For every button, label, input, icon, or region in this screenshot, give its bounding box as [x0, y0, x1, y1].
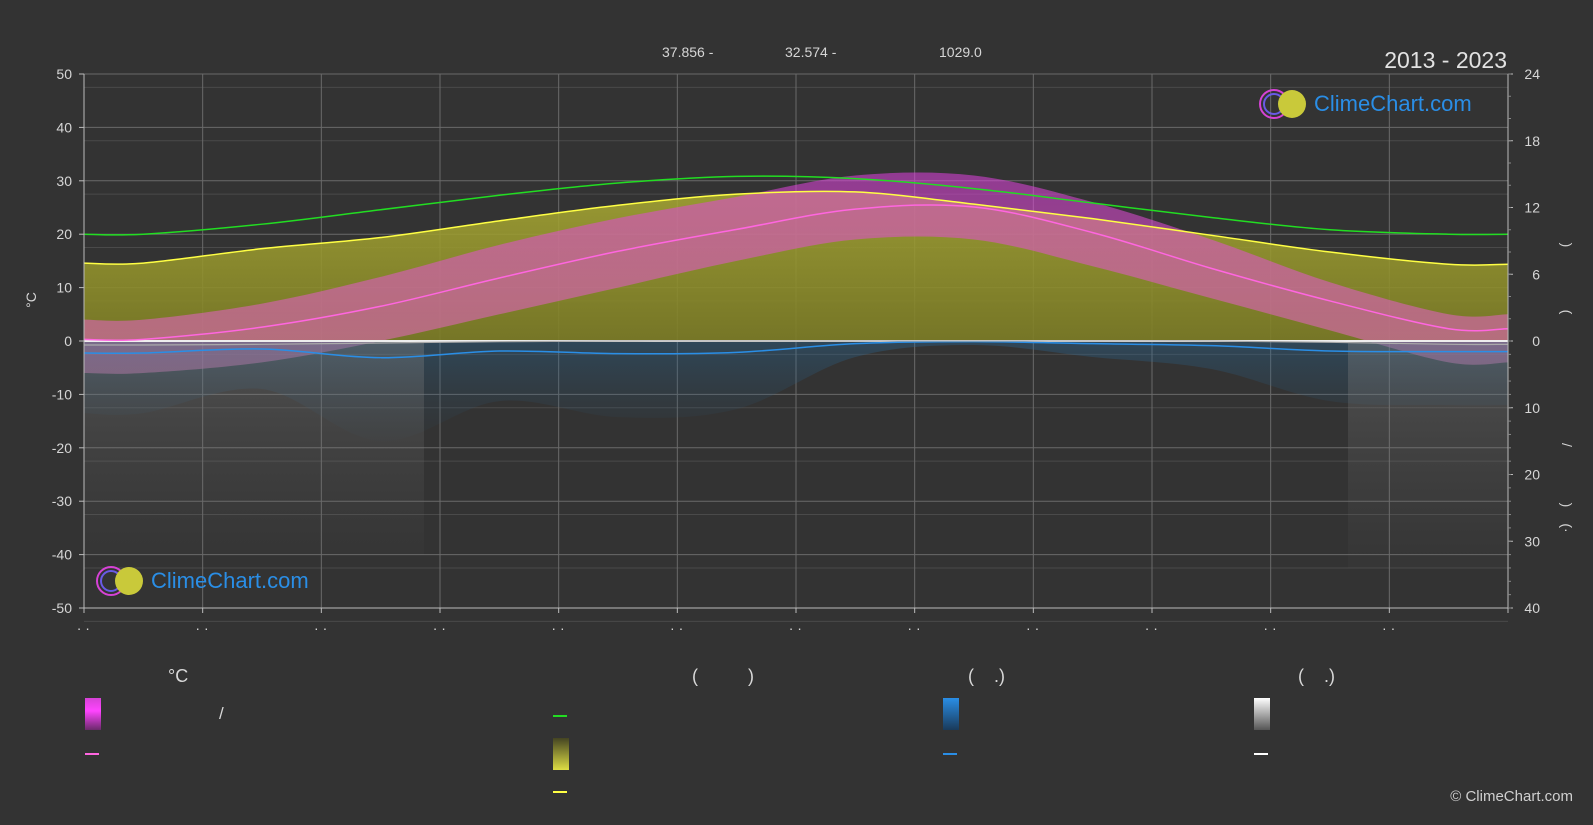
legend-temp-head: °C	[168, 666, 189, 686]
left-tick-label: -50	[52, 600, 72, 616]
month-label: · ·	[195, 620, 208, 636]
rain-fill	[84, 341, 1508, 442]
month-label: · ·	[1263, 620, 1276, 636]
left-tick-label: -10	[52, 386, 72, 402]
month-label: · ·	[907, 620, 920, 636]
legend-snow-head: ( .)	[1298, 666, 1335, 686]
sunshine-line	[84, 190, 1508, 266]
logo-text: ClimeChart.com	[151, 568, 309, 593]
left-tick-label: 50	[56, 66, 72, 82]
logo-icon	[96, 566, 143, 596]
month-label: · ·	[551, 620, 564, 636]
legend-sun-head: ( )	[692, 666, 754, 686]
left-tick-label: 20	[56, 226, 72, 242]
left-tick-label: -20	[52, 440, 72, 456]
logo-icon	[1259, 89, 1306, 119]
left-axis-label: °C	[23, 292, 39, 308]
right-top-tick-label: 0	[1532, 333, 1540, 349]
left-tick-label: 40	[56, 119, 72, 135]
legend-temp-mean-swatch	[85, 753, 99, 755]
month-label: · ·	[1026, 620, 1039, 636]
logo-bottom[interactable]: ClimeChart.com	[95, 565, 309, 597]
logo-text: ClimeChart.com	[1314, 91, 1472, 116]
month-label: · ·	[670, 620, 683, 636]
chart-fills	[84, 172, 1508, 568]
left-tick-label: 30	[56, 173, 72, 189]
rain-mean-line	[84, 340, 1508, 359]
right-bottom-tick-label: 40	[1524, 600, 1540, 616]
right-axis-glyph: )	[1559, 503, 1575, 508]
logo-top[interactable]: ClimeChart.com	[1258, 88, 1472, 120]
month-label: · ·	[789, 620, 802, 636]
snow-fill-winter-start	[84, 341, 424, 555]
legend-snow-swatch	[1254, 698, 1270, 730]
right-top-tick-label: 12	[1524, 200, 1540, 216]
top-stat-2: 32.574 -	[785, 44, 837, 60]
right-top-tick-label: 24	[1524, 66, 1540, 82]
legend-rain-head: ( .)	[968, 666, 1005, 686]
legend-temp-range-swatch	[85, 698, 101, 730]
month-label: · ·	[77, 620, 90, 636]
right-top-tick-label: 18	[1524, 133, 1540, 149]
temperature-range-band	[84, 172, 1508, 374]
right-axis-glyph: )	[1559, 243, 1575, 248]
chart-lines	[84, 175, 1508, 359]
right-bottom-tick-label: 20	[1524, 467, 1540, 483]
left-tick-label: -30	[52, 493, 72, 509]
legend-daylight-swatch	[553, 715, 567, 717]
left-tick-label: -40	[52, 547, 72, 563]
right-axis-glyph: (·	[1559, 523, 1575, 532]
snow-fill-winter-end	[1348, 341, 1508, 568]
top-stat-1: 37.856 -	[662, 44, 714, 60]
right-bottom-tick-label: 30	[1524, 533, 1540, 549]
top-stat-3: 1029.0	[939, 44, 982, 60]
right-axis-glyph: /	[1559, 443, 1575, 447]
left-tick-label: 10	[56, 280, 72, 296]
right-top-tick-label: 6	[1532, 266, 1540, 282]
axes: 50 40 30 20 10 0 -10 -20 -30 -40 -50 24 18 12 6 0 10 20 30…	[52, 66, 1575, 636]
snow-mean-line	[84, 340, 1508, 346]
period-label: 2013 - 2023	[1384, 47, 1507, 73]
legend-snow-mean-swatch	[1254, 753, 1268, 755]
month-label: · ·	[314, 620, 327, 636]
legend-rain-swatch	[943, 698, 959, 730]
daylight-line	[84, 175, 1508, 236]
legend-temp-range-mark: /	[219, 704, 224, 723]
copyright: © ClimeChart.com	[1450, 788, 1573, 805]
left-tick-label: 0	[64, 333, 72, 349]
legend-rain-mean-swatch	[943, 753, 957, 755]
month-label: · ·	[433, 620, 446, 636]
month-label: · ·	[1145, 620, 1158, 636]
legend-sunshine-swatch	[553, 738, 569, 770]
temperature-mean-line	[84, 204, 1508, 342]
legend-sunshine-line-swatch	[553, 791, 567, 793]
month-label: · ·	[1382, 620, 1395, 636]
right-axis-glyph: (	[1559, 310, 1575, 315]
right-bottom-tick-label: 10	[1524, 400, 1540, 416]
